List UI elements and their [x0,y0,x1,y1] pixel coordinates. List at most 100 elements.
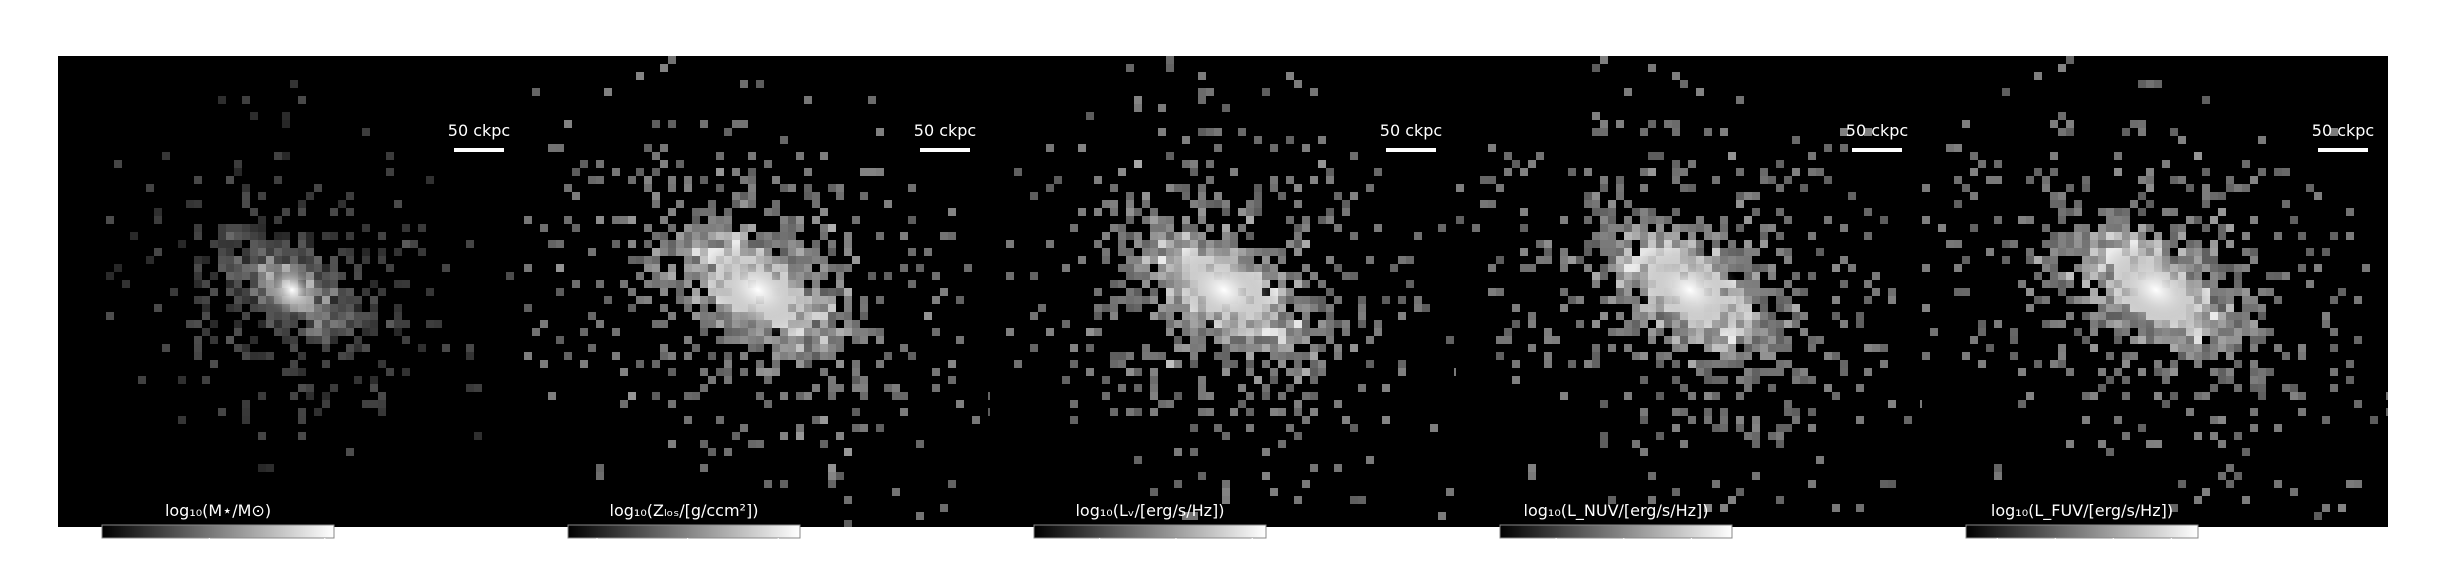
pixel [242,312,250,320]
pixel [258,288,266,296]
pixel [1246,368,1254,376]
pixel [306,336,314,344]
pixel [796,264,804,272]
pixel [1688,240,1696,248]
pixel [1134,304,1142,312]
pixel [2210,216,2218,224]
pixel [732,120,740,128]
pixel [2002,88,2010,96]
pixel [1744,240,1752,248]
pixel [2234,432,2242,440]
pixel [1680,384,1688,392]
pixel [1696,240,1704,248]
pixel [250,280,258,288]
pixel [1752,440,1760,448]
pixel [330,256,338,264]
pixel [1672,424,1680,432]
pixel [2330,128,2338,136]
pixel [1752,272,1760,280]
pixel [194,264,202,272]
colorbar-tick-label: 25 [2045,545,2065,564]
pixel [1792,368,1800,376]
pixel [1672,336,1680,344]
pixel [876,296,884,304]
pixel [652,392,660,400]
pixel [1222,232,1230,240]
pixel [330,232,338,240]
pixel [804,248,812,256]
pixel [1624,264,1632,272]
pixel [354,296,362,304]
pixel [2082,256,2090,264]
pixel [2026,392,2034,400]
pixel [860,304,868,312]
pixel [2138,224,2146,232]
pixel [402,336,410,344]
pixel [1608,344,1616,352]
pixel [1616,328,1624,336]
pixel [1294,240,1302,248]
pixel [732,192,740,200]
pixel [1648,328,1656,336]
pixel [1374,328,1382,336]
pixel [1776,328,1784,336]
pixel [2202,352,2210,360]
pixel [1632,440,1640,448]
pixel [1776,208,1784,216]
pixel [1808,344,1816,352]
colorbar-label: log₁₀(L_NUV/[erg/s/Hz]) [1524,501,1709,521]
pixel [1182,312,1190,320]
pixel [1182,192,1190,200]
pixel [796,344,804,352]
pixel [812,216,820,224]
pixel [1158,232,1166,240]
pixel [708,448,716,456]
pixel [1792,136,1800,144]
pixel [740,120,748,128]
pixel [628,288,636,296]
pixel [330,304,338,312]
pixel [1696,216,1704,224]
pixel [916,512,924,520]
pixel [1736,376,1744,384]
pixel [1840,280,1848,288]
pixel [218,264,226,272]
pixel [2234,328,2242,336]
pixel [1150,240,1158,248]
pixel [1760,368,1768,376]
pixel [708,248,716,256]
pixel [306,392,314,400]
pixel [354,312,362,320]
pixel [426,176,434,184]
pixel [298,240,306,248]
pixel [2346,232,2354,240]
pixel [908,352,916,360]
pixel [2290,384,2298,392]
pixel [1270,144,1278,152]
pixel [2346,208,2354,216]
pixel [644,176,652,184]
pixel [330,208,338,216]
pixel [2138,424,2146,432]
pixel [1094,312,1102,320]
pixel [716,320,724,328]
pixel [1504,168,1512,176]
pixel [1342,200,1350,208]
pixel [772,200,780,208]
pixel [1544,248,1552,256]
pixel [282,336,290,344]
pixel [338,320,346,328]
pixel [1640,232,1648,240]
scale-bar [454,148,504,152]
pixel [548,144,556,152]
pixel [740,80,748,88]
pixel [588,176,596,184]
pixel [868,272,876,280]
pixel [2122,328,2130,336]
pixel [2066,56,2074,64]
pixel [1166,64,1174,72]
pixel [1190,224,1198,232]
colorbar-label: log₁₀(M⋆/M⊙) [165,501,271,520]
pixel [1254,208,1262,216]
pixel [1238,344,1246,352]
